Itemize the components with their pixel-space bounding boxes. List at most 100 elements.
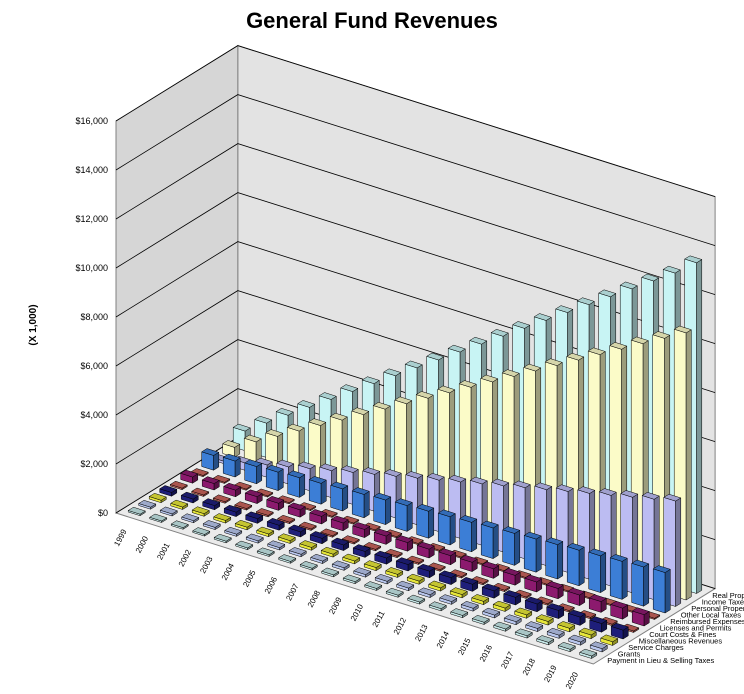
bar [309,531,328,545]
bar [351,487,370,519]
bar [471,594,490,606]
bar [180,491,199,504]
year-label: 2007 [284,582,301,602]
year-label: 2000 [134,534,151,554]
bar [310,553,329,565]
bar [159,485,178,497]
series-label: Miscellaneous Revenues [639,637,723,646]
bar [330,481,349,512]
bar [255,508,274,518]
bar [630,336,649,587]
bar [417,563,436,579]
bar [471,615,490,625]
gridline [115,143,716,295]
bar [546,603,565,620]
bar [394,498,413,532]
bar [127,506,146,517]
bar [288,524,307,538]
year-label: 2008 [306,589,323,609]
bar [256,526,275,538]
bar [191,487,210,497]
bar [546,627,565,639]
bar [363,560,382,572]
bar [502,568,521,586]
bar [287,502,306,518]
year-label: 2012 [392,616,409,636]
y-tick-label: $6,000 [80,361,108,371]
bar [524,574,543,593]
bar [385,587,404,598]
bar [330,515,349,532]
bar [416,504,435,539]
bar [631,559,650,607]
bar [439,594,458,605]
y-tick-label: $12,000 [75,214,108,224]
series-label: Income Taxes [702,598,744,607]
y-tick-label: $0 [98,508,108,518]
y-tick-label: $4,000 [80,410,108,420]
bar [459,555,478,573]
bar [362,522,381,532]
bar [309,509,328,525]
y-tick-label: $2,000 [80,459,108,469]
bar [353,567,372,578]
bar [503,614,522,626]
bar [428,601,447,612]
chart-title: General Fund Revenues [246,8,498,33]
bar [545,581,564,600]
gridline [115,45,716,197]
bar [234,501,253,511]
bar [536,635,555,646]
series-label: Reimbursed Expenses [670,617,744,626]
bar [267,540,286,551]
bar [416,541,435,559]
bar [525,621,544,633]
series-label: Payment in Lieu & Selling Taxes [607,656,714,665]
year-label: 2010 [349,602,366,622]
series-label: Grants [618,650,641,659]
bar [460,577,479,592]
bar [589,616,608,633]
bar [256,547,275,557]
bar [331,560,350,571]
bar [524,596,543,613]
series-label: Personal Property Tax [691,604,744,613]
bar [438,570,457,586]
bar [192,527,211,537]
bar [631,607,650,627]
bar [417,587,436,599]
bar [364,581,383,591]
bar [202,520,221,531]
gridline [115,192,716,344]
series-label: Licenses and Permits [660,624,732,633]
y-tick-label: $10,000 [75,263,108,273]
bar [138,500,157,510]
bar [320,528,339,538]
bar [588,594,607,613]
bar [170,499,189,510]
year-label: 2011 [371,609,387,629]
bar [266,496,285,511]
bar [492,600,511,612]
year-label: 2016 [478,643,495,663]
bar [245,533,264,544]
bar [395,535,414,552]
bar [352,544,371,558]
bar [374,574,393,585]
bar [407,594,426,605]
bar [502,526,521,566]
year-label: 2004 [220,561,237,581]
bar [503,590,522,606]
bar [202,498,221,511]
bar [288,547,307,558]
year-label: 2006 [263,575,280,595]
y-axis-label: (X 1,000) [28,304,39,345]
y-tick-label: $16,000 [75,116,108,126]
year-label: 2019 [542,663,559,683]
bar [438,548,457,566]
bar [610,622,629,640]
bar [299,561,318,571]
bar [234,519,253,531]
bar [396,580,415,592]
